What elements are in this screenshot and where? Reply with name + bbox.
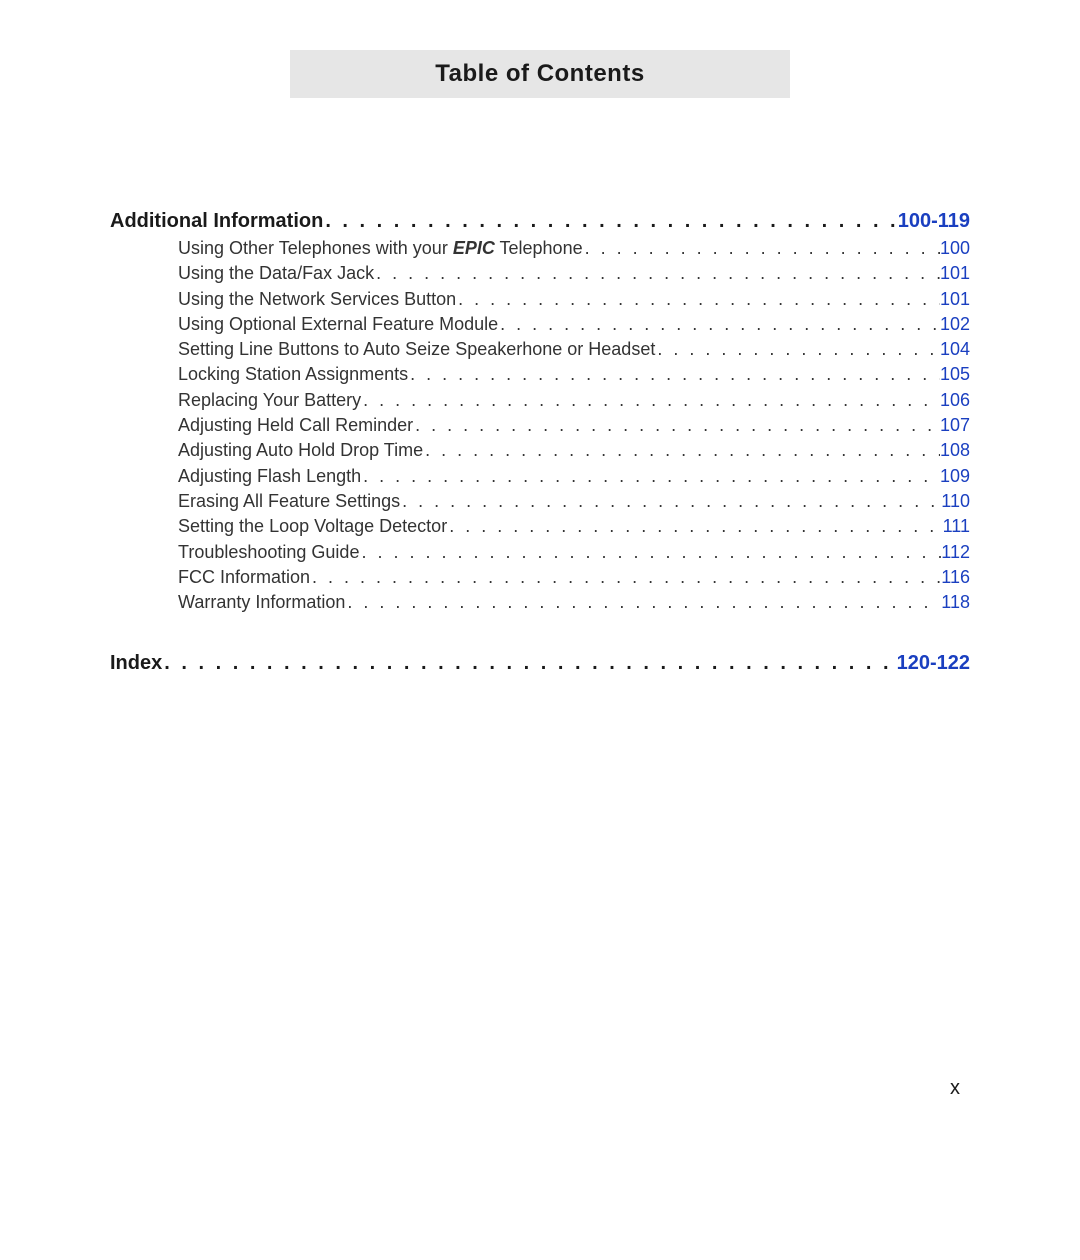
toc-title: Table of Contents: [435, 60, 644, 87]
toc-leaders: . . . . . . . . . . . . . . . . . . . . …: [413, 413, 940, 437]
toc-section: Index . . . . . . . . . . . . . . . . . …: [110, 650, 970, 677]
toc-leaders: . . . . . . . . . . . . . . . . . . . . …: [323, 208, 897, 235]
toc-section-pages[interactable]: 120-122: [897, 650, 970, 677]
toc-list: Additional Information . . . . . . . . .…: [110, 208, 970, 677]
toc-leaders: . . . . . . . . . . . . . . . . . . . . …: [359, 540, 941, 564]
toc-leaders: . . . . . . . . . . . . . . . . . . . . …: [456, 287, 940, 311]
toc-section: Additional Information . . . . . . . . .…: [110, 208, 970, 235]
toc-leaders: . . . . . . . . . . . . . . . . . . . . …: [361, 464, 940, 488]
toc-entry: FCC Information . . . . . . . . . . . . …: [110, 565, 970, 589]
toc-entry: Adjusting Auto Hold Drop Time . . . . . …: [110, 438, 970, 462]
toc-entry-page[interactable]: 112: [941, 540, 970, 564]
toc-leaders: . . . . . . . . . . . . . . . . . . . . …: [498, 312, 940, 336]
toc-entry-page[interactable]: 105: [940, 362, 970, 386]
toc-entry-page[interactable]: 104: [940, 337, 970, 361]
toc-entry-page[interactable]: 108: [940, 438, 970, 462]
toc-entry-label: Replacing Your Battery: [178, 388, 361, 412]
toc-entry: Locking Station Assignments . . . . . . …: [110, 362, 970, 386]
page: Table of Contents Additional Information…: [0, 0, 1080, 1260]
toc-leaders: . . . . . . . . . . . . . . . . . . . . …: [423, 438, 940, 462]
toc-entry: Troubleshooting Guide . . . . . . . . . …: [110, 540, 970, 564]
toc-entry-label: Using the Network Services Button: [178, 287, 456, 311]
toc-leaders: . . . . . . . . . . . . . . . . . . . . …: [583, 236, 940, 260]
toc-entry-page[interactable]: 118: [941, 590, 970, 614]
toc-entry-label: FCC Information: [178, 565, 310, 589]
toc-entry-label: Adjusting Auto Hold Drop Time: [178, 438, 423, 462]
toc-leaders: . . . . . . . . . . . . . . . . . . . . …: [345, 590, 941, 614]
toc-entry-page[interactable]: 101: [940, 287, 970, 311]
toc-entry-label: Locking Station Assignments: [178, 362, 408, 386]
toc-entry: Using the Data/Fax Jack . . . . . . . . …: [110, 261, 970, 285]
toc-entry-page[interactable]: 111: [943, 514, 970, 538]
toc-leaders: . . . . . . . . . . . . . . . . . . . . …: [310, 565, 941, 589]
toc-entry-page[interactable]: 116: [941, 565, 970, 589]
toc-entry-page[interactable]: 101: [940, 261, 970, 285]
toc-leaders: . . . . . . . . . . . . . . . . . . . . …: [447, 514, 942, 538]
toc-entry-page[interactable]: 107: [940, 413, 970, 437]
toc-entry-label: Using the Data/Fax Jack: [178, 261, 374, 285]
toc-entry-page[interactable]: 106: [940, 388, 970, 412]
toc-entry-page[interactable]: 100: [940, 236, 970, 260]
toc-leaders: . . . . . . . . . . . . . . . . . . . . …: [361, 388, 940, 412]
toc-entry-label: Using Optional External Feature Module: [178, 312, 498, 336]
toc-entry-label: Warranty Information: [178, 590, 345, 614]
toc-entry: Replacing Your Battery . . . . . . . . .…: [110, 388, 970, 412]
toc-entry-label: Setting the Loop Voltage Detector: [178, 514, 447, 538]
toc-entry-label: Erasing All Feature Settings: [178, 489, 400, 513]
page-number: x: [950, 1077, 960, 1100]
toc-section-label: Index: [110, 650, 162, 677]
toc-leaders: . . . . . . . . . . . . . . . . . . . . …: [408, 362, 940, 386]
toc-entry-label: Using Other Telephones with your EPIC Te…: [178, 236, 583, 260]
toc-entry: Using the Network Services Button . . . …: [110, 287, 970, 311]
toc-title-bar: Table of Contents: [290, 50, 790, 98]
toc-entry-page[interactable]: 102: [940, 312, 970, 336]
toc-entry-label: Setting Line Buttons to Auto Seize Speak…: [178, 337, 655, 361]
toc-entry-page[interactable]: 109: [940, 464, 970, 488]
toc-leaders: . . . . . . . . . . . . . . . . . . . . …: [374, 261, 940, 285]
toc-leaders: . . . . . . . . . . . . . . . . . . . . …: [655, 337, 940, 361]
toc-entry: Adjusting Flash Length . . . . . . . . .…: [110, 464, 970, 488]
toc-entry: Adjusting Held Call Reminder . . . . . .…: [110, 413, 970, 437]
toc-entry: Using Optional External Feature Module .…: [110, 312, 970, 336]
toc-entry: Setting the Loop Voltage Detector . . . …: [110, 514, 970, 538]
toc-entry: Warranty Information . . . . . . . . . .…: [110, 590, 970, 614]
toc-section-pages[interactable]: 100-119: [898, 208, 970, 235]
toc-entry: Using Other Telephones with your EPIC Te…: [110, 236, 970, 260]
toc-entry: Erasing All Feature Settings . . . . . .…: [110, 489, 970, 513]
toc-section-label: Additional Information: [110, 208, 323, 235]
toc-entry-label: Troubleshooting Guide: [178, 540, 359, 564]
toc-entry: Setting Line Buttons to Auto Seize Speak…: [110, 337, 970, 361]
toc-leaders: . . . . . . . . . . . . . . . . . . . . …: [162, 650, 896, 677]
toc-entry-label: Adjusting Held Call Reminder: [178, 413, 413, 437]
toc-entry-label: Adjusting Flash Length: [178, 464, 361, 488]
toc-entry-page[interactable]: 110: [941, 489, 970, 513]
toc-leaders: . . . . . . . . . . . . . . . . . . . . …: [400, 489, 941, 513]
